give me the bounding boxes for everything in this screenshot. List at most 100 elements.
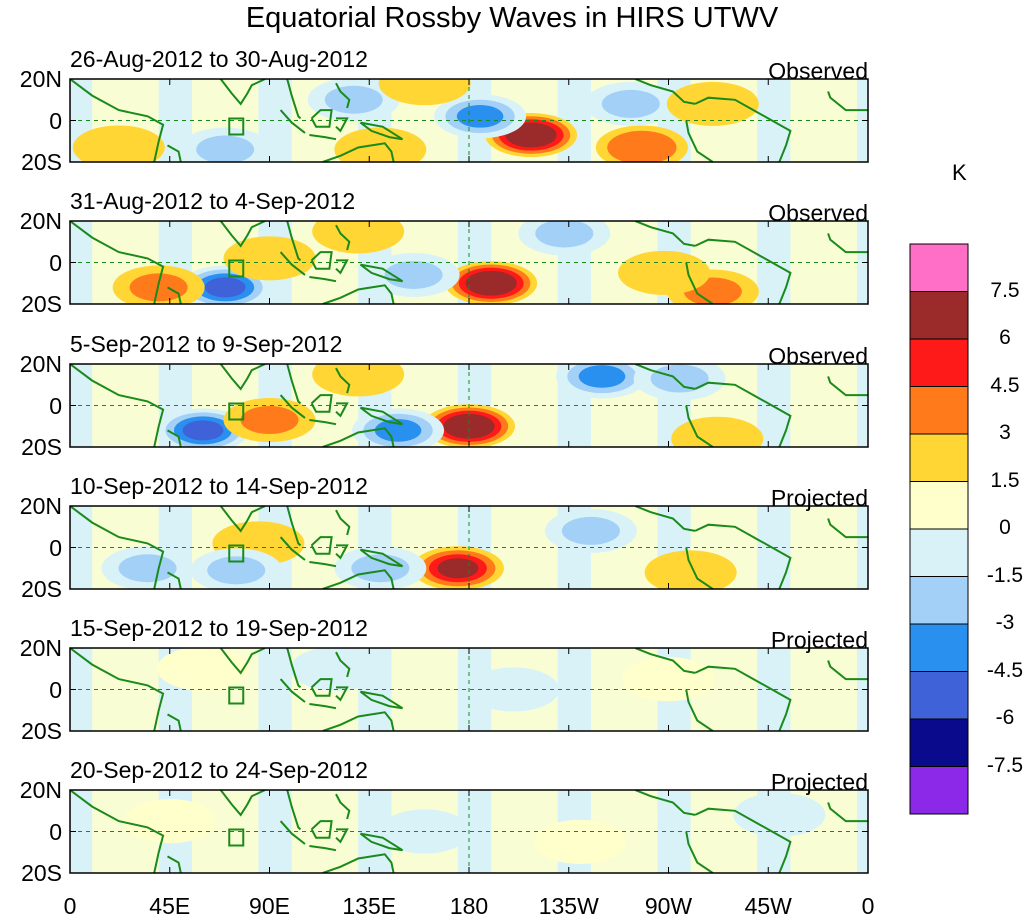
coastline (309, 845, 337, 852)
coastline (70, 506, 165, 589)
colorbar-label: -4.5 (986, 658, 1024, 682)
anomaly-feature (378, 79, 471, 106)
anomaly-contour (437, 558, 479, 579)
x-tick-label: 180 (449, 893, 489, 919)
colorbar-swatch (909, 671, 969, 720)
anomaly-contour (650, 364, 709, 393)
colorbar-swatch (909, 291, 969, 340)
colorbar-label: 6 (999, 326, 1011, 349)
anomaly-contour (89, 133, 148, 162)
coastline (335, 367, 351, 394)
coastline (219, 364, 266, 391)
colorbar-units: K (952, 160, 967, 185)
coastline (634, 506, 696, 532)
panel-date-range: 26-Aug-2012 to 30-Aug-2012 (70, 46, 368, 72)
anomaly-feature (445, 261, 538, 304)
coastline (310, 678, 333, 697)
panel-status-tag: Projected (770, 769, 868, 795)
y-tick-label: 20N (19, 208, 62, 234)
coastline (634, 221, 696, 247)
anomaly-contour (456, 105, 504, 128)
coastline (694, 238, 792, 304)
coastline (70, 648, 165, 731)
coastline (286, 648, 302, 689)
y-tick-label: 0 (49, 392, 62, 419)
anomaly-feature (434, 94, 527, 139)
y-tick-label: 0 (49, 534, 62, 561)
anomaly-contour (374, 419, 422, 442)
coastline (335, 651, 351, 678)
y-tick-label: 20S (21, 860, 62, 886)
land-outlines (70, 648, 868, 731)
y-tick-label: 20N (19, 777, 62, 803)
coastline (694, 665, 792, 731)
coastline (827, 660, 868, 681)
coastline (359, 832, 404, 852)
coastline (310, 536, 333, 555)
anomaly-feature (101, 546, 194, 589)
anomaly-feature (157, 648, 249, 691)
y-tick-label: 20S (21, 149, 62, 175)
coastline (634, 648, 696, 674)
panel-5 (69, 647, 869, 732)
chart-title: Equatorial Rossby Waves in HIRS UTWV (245, 2, 779, 34)
coastline (335, 259, 349, 275)
land-outlines (70, 506, 868, 589)
x-tick-label: 0 (861, 893, 875, 919)
coastline (70, 221, 165, 304)
coastline (219, 506, 266, 533)
coastline (167, 713, 182, 731)
anomaly-contour (204, 277, 246, 298)
land-outlines (70, 364, 868, 447)
coastline (359, 406, 404, 426)
y-tick-label: 20S (21, 718, 62, 744)
panel-status-tag: Observed (768, 200, 868, 226)
coastline (335, 224, 351, 251)
anomaly-contour (661, 558, 720, 587)
anomaly-feature (671, 416, 764, 447)
x-tick-label: 135W (538, 893, 599, 919)
panel-date-range: 15-Sep-2012 to 19-Sep-2012 (70, 615, 368, 641)
anomaly-contour (196, 135, 255, 162)
anomaly-contour (622, 657, 715, 702)
coastline (70, 79, 165, 162)
anomaly-contour (450, 417, 488, 436)
anomaly-contour (688, 424, 747, 447)
anomaly-feature (72, 125, 165, 162)
coastline (279, 820, 306, 845)
anomaly-contour (683, 89, 742, 118)
coastline (219, 648, 266, 675)
anomaly-contour (512, 125, 550, 145)
colorbar-label: 0 (999, 516, 1011, 539)
coastline (322, 569, 395, 589)
coastline (685, 120, 714, 162)
reference-box (228, 402, 245, 421)
anomaly-contour (157, 648, 249, 691)
y-tick-label: 0 (49, 107, 62, 134)
coastline (335, 117, 349, 133)
coastline (309, 419, 337, 426)
anomaly-feature (518, 221, 611, 256)
coastline (322, 853, 395, 873)
anomaly-contour (618, 136, 666, 159)
coastline (335, 544, 349, 560)
coastline (322, 427, 395, 447)
colorbar-swatch (909, 338, 969, 387)
coastline (279, 109, 306, 134)
colorbar-swatch (909, 481, 969, 530)
colorbar-label: -3 (995, 611, 1015, 634)
anomaly-feature (123, 799, 216, 844)
coastline (279, 678, 306, 703)
anomaly-contour (384, 260, 443, 289)
anomaly-feature (423, 404, 515, 447)
coastline (279, 251, 306, 276)
coastline (286, 79, 302, 120)
coastline (310, 820, 333, 839)
colorbar-swatch (909, 243, 969, 292)
coastline (685, 831, 714, 873)
anomaly-feature (666, 81, 759, 126)
coastline (286, 364, 302, 405)
anomaly-contour (733, 792, 826, 837)
anomaly-contour (472, 274, 510, 293)
panel-date-range: 5-Sep-2012 to 9-Sep-2012 (70, 331, 343, 357)
